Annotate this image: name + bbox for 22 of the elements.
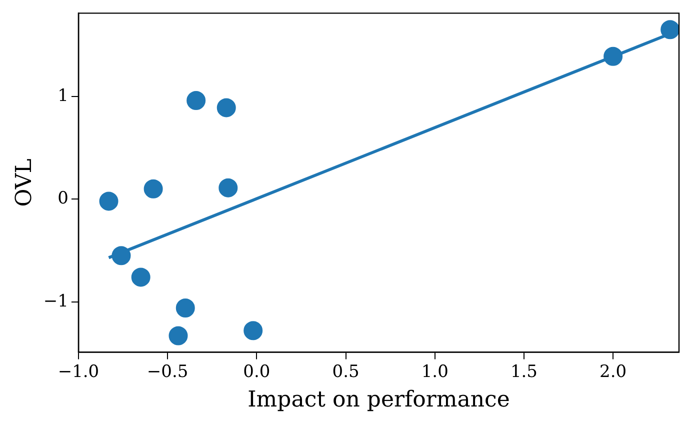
x-tick-label: −0.5 — [146, 362, 188, 382]
y-axis-title: OVL — [12, 158, 37, 207]
point — [176, 298, 195, 318]
y-tick-label: −1 — [43, 291, 68, 312]
point — [144, 179, 163, 198]
y-tick-label: 0 — [58, 188, 68, 209]
point — [218, 178, 238, 198]
point — [660, 20, 679, 40]
point — [99, 192, 118, 211]
point — [168, 326, 188, 346]
x-tick-label: 0.5 — [332, 362, 360, 382]
x-tick-label: 1.5 — [510, 362, 538, 382]
x-tick-label: −1.0 — [58, 362, 100, 382]
point — [186, 91, 206, 110]
x-tick-label: 2.0 — [600, 362, 627, 382]
point — [244, 321, 263, 340]
point — [131, 268, 150, 287]
x-tick-label: 1.0 — [421, 362, 448, 382]
y-tick-label: 1 — [58, 86, 68, 106]
x-tick-label: 0.0 — [243, 362, 270, 382]
point — [216, 98, 236, 118]
x-axis-title: Impact on performance — [248, 388, 510, 413]
